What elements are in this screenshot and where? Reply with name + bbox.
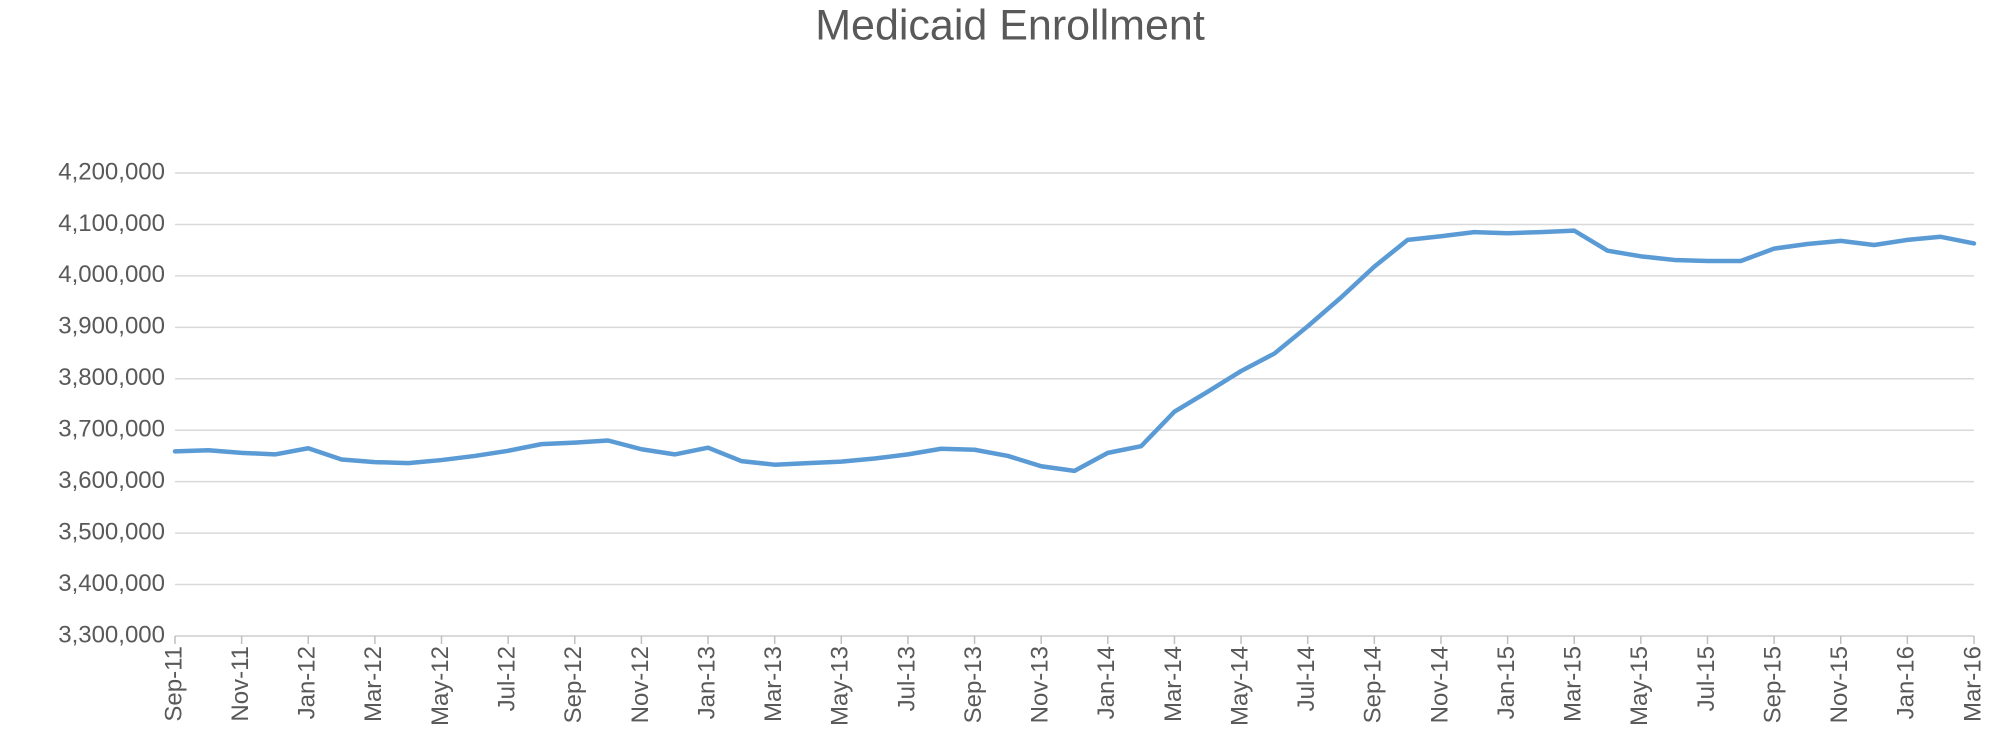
y-tick-label: 4,000,000 [58,261,165,288]
x-tick-label: Sep-14 [1360,646,1387,723]
x-tick-label: Nov-13 [1027,646,1054,723]
x-tick-label: Sep-12 [560,646,587,723]
x-tick-label: Mar-12 [360,646,387,722]
x-tick-label: May-13 [827,646,854,726]
y-tick-label: 3,800,000 [58,364,165,391]
x-tick-label: May-14 [1226,646,1253,726]
x-tick-label: Mar-15 [1560,646,1587,722]
x-tick-label: Nov-12 [627,646,654,723]
x-tick-label: May-15 [1626,646,1653,726]
y-tick-label: 3,300,000 [58,621,165,648]
y-tick-label: 4,100,000 [58,210,165,237]
x-tick-label: Sep-13 [960,646,987,723]
chart-title: Medicaid Enrollment [815,1,1205,49]
x-tick-label: Jul-13 [893,646,920,711]
y-tick-label: 3,700,000 [58,416,165,443]
line-series [172,228,1977,474]
y-tick-label: 3,600,000 [58,467,165,494]
x-tick-label: Mar-13 [760,646,787,722]
y-tick-label: 3,400,000 [58,570,165,597]
x-tick-label: Mar-16 [1959,646,1986,722]
x-tick-label: Jul-15 [1693,646,1720,711]
x-tick-label: Nov-11 [227,646,254,722]
x-tick-label: Jan-14 [1093,646,1120,719]
x-tick-label: Nov-14 [1426,646,1453,723]
x-tick-label: Jul-14 [1293,646,1320,711]
x-tick-label: Jul-12 [493,646,520,711]
x-tick-label: Sep-15 [1759,646,1786,723]
x-tick-label: Nov-15 [1826,646,1853,723]
x-tick-label: Jan-15 [1493,646,1520,719]
x-tick-label: Jan-12 [294,646,321,719]
y-tick-label: 4,200,000 [58,158,165,185]
x-tick-label: Mar-14 [1160,646,1187,722]
y-tick-label: 3,500,000 [58,518,165,545]
x-tick-label: Jan-16 [1893,646,1920,719]
x-tick-label: May-12 [427,646,454,726]
x-tick-label: Jan-13 [693,646,720,719]
x-tick-label: Sep-11 [160,646,187,722]
y-tick-label: 3,900,000 [58,313,165,340]
